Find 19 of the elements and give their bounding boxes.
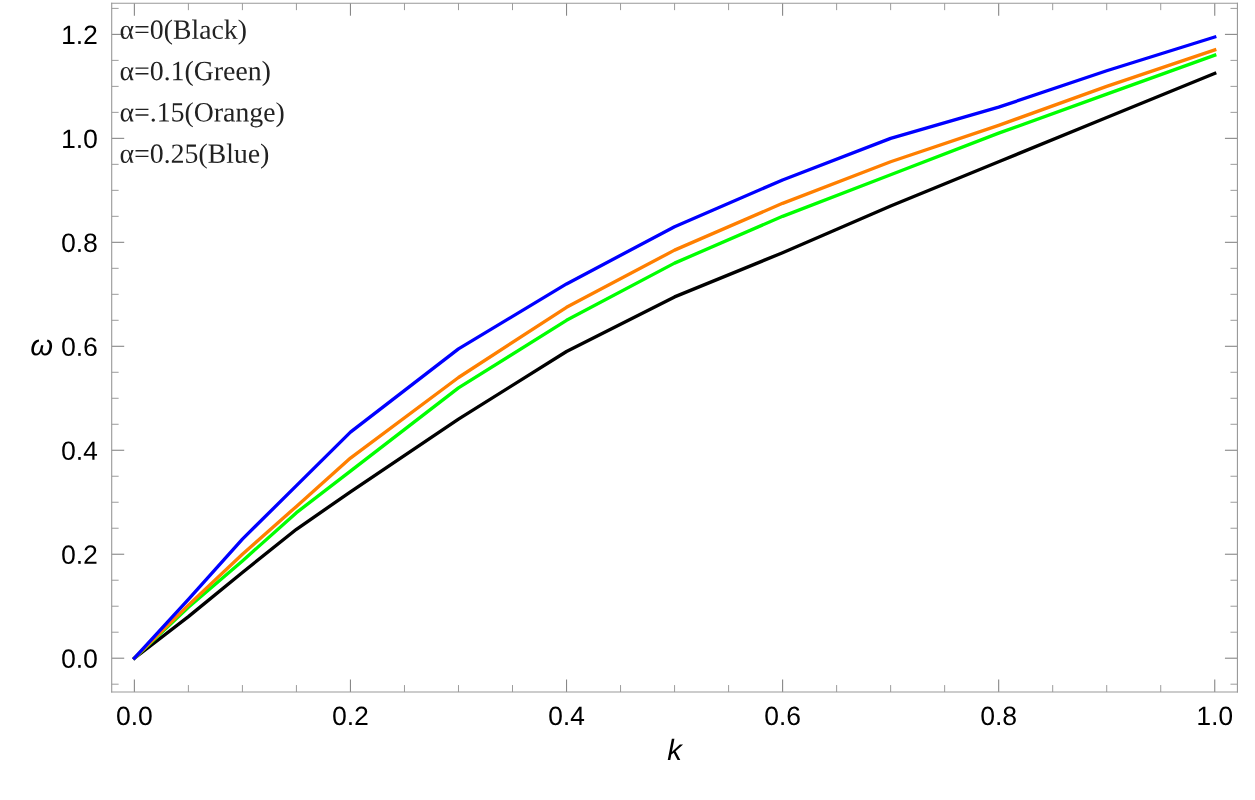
y-tick-label: 0.4 [62,441,98,461]
x-tick-label: 0.8 [981,706,1016,726]
y-tick-label: 1.0 [63,129,97,149]
x-axis-title: k [667,738,684,760]
x-tick-label: 0.0 [117,706,152,726]
x-tick-label: 0.4 [549,706,585,726]
y-tick-label: 1.2 [63,25,97,44]
x-tick-label: 0.2 [333,706,368,726]
y-tick-label: 0.6 [62,337,97,357]
y-tick-label: 0.0 [62,649,97,669]
annotation: α=0.25(Blue) [120,143,269,169]
annotation: α=0(Black) [120,19,246,45]
y-tick-label: 0.8 [62,233,97,253]
x-tick-label: 1.0 [1198,706,1233,726]
y-tick-label: 0.2 [62,545,97,565]
annotation: α=0.1(Green) [120,60,270,87]
x-tick-label: 0.6 [765,706,800,726]
annotation: α=.15(Orange) [120,102,284,128]
y-axis-title: ω [31,339,53,356]
